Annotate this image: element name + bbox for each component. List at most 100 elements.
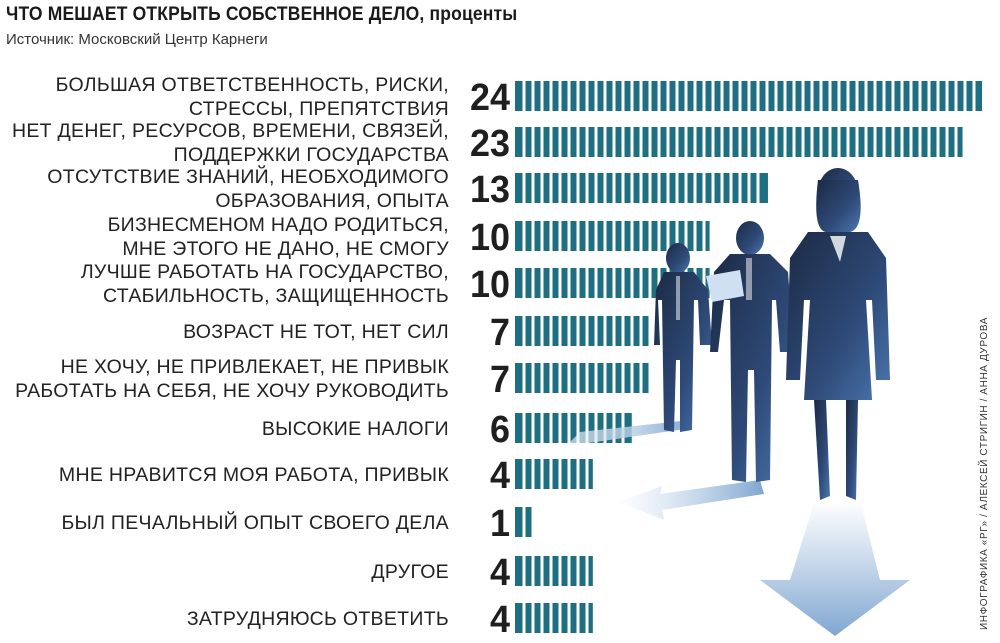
bar-fill	[515, 603, 593, 633]
bar-stripe	[603, 316, 607, 346]
bar-stripe	[828, 127, 832, 157]
category-label: СТАБИЛЬНОСТЬ, ЗАЩИЩЕННОСТЬ	[103, 285, 449, 307]
bar-stripe	[585, 268, 589, 298]
value-label: 10	[470, 264, 510, 306]
bar-stripe	[756, 81, 760, 111]
bar-stripe	[576, 221, 580, 251]
bar-stripe	[666, 127, 670, 157]
bar-fill	[515, 556, 593, 586]
bar-stripe	[909, 127, 913, 157]
bar-stripe	[954, 127, 958, 157]
bar-stripe	[594, 173, 598, 203]
bar	[515, 363, 652, 393]
woman-silhouette	[786, 168, 890, 500]
bar-stripe	[540, 173, 544, 203]
bar-stripe	[558, 459, 562, 489]
bar-stripe	[648, 316, 652, 346]
value-label: 6	[490, 409, 510, 451]
bar-stripe	[576, 316, 580, 346]
bar-stripe	[531, 603, 535, 633]
bar-stripe	[567, 316, 571, 346]
bar-stripe	[603, 81, 607, 111]
bar-stripe	[594, 127, 598, 157]
category-label: ЛУЧШЕ РАБОТАТЬ НА ГОСУДАРСТВО,	[81, 261, 449, 283]
bar-stripe	[657, 81, 661, 111]
category-label: МНЕ НРАВИТСЯ МОЯ РАБОТА, ПРИВЫК	[59, 464, 449, 486]
bar-stripe	[549, 603, 553, 633]
bar-stripe	[648, 81, 652, 111]
bar-stripe	[693, 127, 697, 157]
bar-stripe	[765, 81, 769, 111]
bar-stripe	[765, 127, 769, 157]
value-label: 4	[490, 599, 510, 641]
bar-stripe	[540, 603, 544, 633]
bar-stripe	[639, 127, 643, 157]
bar-stripe	[531, 556, 535, 586]
bar-stripe	[648, 173, 652, 203]
bar-stripe	[567, 413, 571, 443]
bar-stripe	[855, 81, 859, 111]
bar-stripe	[891, 127, 895, 157]
bar-stripe	[684, 81, 688, 111]
bar-stripe	[927, 127, 931, 157]
bar-stripe	[531, 268, 535, 298]
bar-stripe	[603, 127, 607, 157]
bar-stripe	[549, 316, 553, 346]
category-label: БИЗНЕСМЕНОМ НАДО РОДИТЬСЯ,	[108, 214, 449, 236]
bar-stripe	[828, 81, 832, 111]
bar-stripe	[792, 127, 796, 157]
bar-stripe	[783, 127, 787, 157]
bar-stripe	[720, 81, 724, 111]
bar-stripe	[801, 127, 805, 157]
bar-stripe	[522, 507, 526, 537]
bar-stripe	[657, 221, 661, 251]
bar-stripe	[837, 127, 841, 157]
bar-stripe	[585, 221, 589, 251]
bar-stripe	[531, 173, 535, 203]
silhouettes-illustration	[560, 168, 910, 636]
bar-stripe	[621, 173, 625, 203]
bar-stripe	[549, 363, 553, 393]
bar-stripe	[630, 268, 634, 298]
bar-stripe	[621, 127, 625, 157]
bar-stripe	[747, 127, 751, 157]
bar-stripe	[522, 556, 526, 586]
bar-stripe	[612, 127, 616, 157]
bar	[515, 507, 535, 537]
bar-stripe	[693, 81, 697, 111]
bar-stripe	[540, 413, 544, 443]
bar-stripe	[603, 363, 607, 393]
value-label: 13	[470, 169, 510, 211]
bar-stripe	[540, 268, 544, 298]
bar-stripe	[864, 81, 868, 111]
category-label: НЕТ ДЕНЕГ, РЕСУРСОВ, ВРЕМЕНИ, СВЯЗЕЙ,	[12, 118, 449, 142]
bar	[515, 81, 982, 111]
bar-stripe	[702, 268, 706, 298]
category-label: ЗАТРУДНЯЮСЬ ОТВЕТИТЬ	[187, 608, 449, 630]
bar-stripe	[801, 81, 805, 111]
bar-stripe	[612, 81, 616, 111]
bar-stripe	[540, 221, 544, 251]
bar-stripe	[684, 127, 688, 157]
bar-stripe	[855, 127, 859, 157]
chart-source: Источник: Московский Центр Карнеги	[6, 31, 268, 48]
bar-stripe	[540, 363, 544, 393]
bar-stripe	[531, 127, 535, 157]
bar-stripe	[540, 459, 544, 489]
bar-stripe	[837, 81, 841, 111]
bar-stripe	[558, 221, 562, 251]
bar	[515, 603, 593, 633]
bar-stripe	[522, 413, 526, 443]
bar-stripe	[738, 173, 742, 203]
value-label: 7	[490, 312, 510, 354]
bar-stripe	[576, 413, 580, 443]
bar-stripe	[702, 173, 706, 203]
bar-stripe	[810, 81, 814, 111]
bar-stripe	[873, 127, 877, 157]
bar-stripe	[522, 363, 526, 393]
bar-stripe	[576, 556, 580, 586]
bar-stripe	[531, 363, 535, 393]
bar-stripe	[675, 173, 679, 203]
bar-stripe	[585, 173, 589, 203]
bar-stripe	[711, 81, 715, 111]
